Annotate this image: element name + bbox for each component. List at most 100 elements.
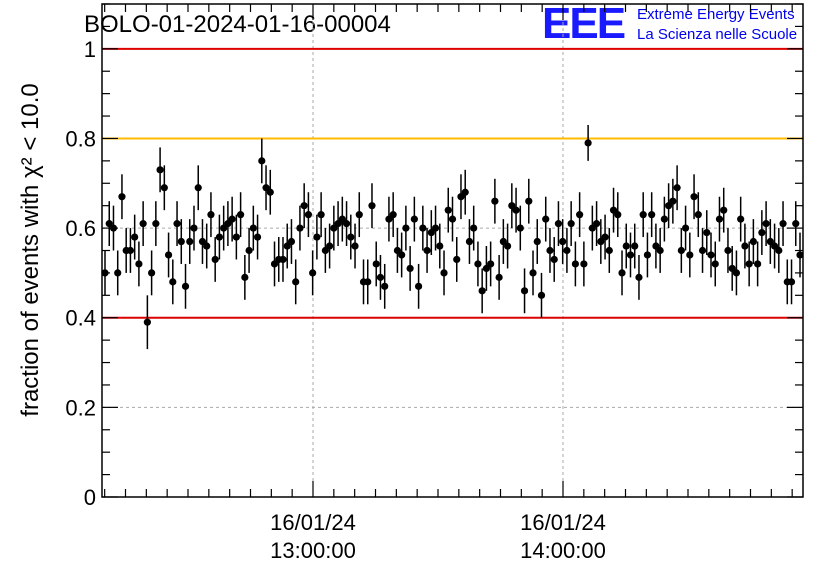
data-point [237, 211, 245, 219]
data-point [715, 215, 724, 223]
data-point [410, 215, 418, 223]
data-point [487, 260, 495, 268]
data-point [283, 242, 291, 250]
data-point [559, 237, 567, 246]
data-point [262, 184, 270, 192]
data-point [677, 246, 685, 255]
data-point [605, 246, 613, 255]
data-point [614, 211, 622, 219]
data-point [571, 260, 579, 268]
data-point [592, 220, 601, 228]
data-point [381, 282, 389, 290]
data-point [698, 246, 707, 255]
data-point [576, 211, 584, 219]
data-point [520, 287, 529, 295]
data-point [431, 224, 440, 232]
y-tick-label: 0.4 [65, 306, 96, 331]
data-point [770, 242, 779, 250]
data-point [326, 242, 334, 250]
data-point [491, 197, 499, 205]
data-point [461, 188, 469, 196]
data-point [762, 220, 770, 228]
x-ticks: 16/01/24 13:00:00 16/01/24 14:00:00 [270, 510, 606, 563]
data-point [258, 157, 266, 165]
data-point [503, 242, 512, 250]
data-point [194, 184, 202, 192]
logo-line-1: Extreme Energy Events [637, 6, 795, 23]
data-point [626, 251, 635, 259]
data-point [164, 251, 173, 259]
data-point [631, 242, 639, 250]
data-point [406, 264, 414, 273]
data-point [542, 215, 550, 223]
data-point [525, 197, 533, 205]
data-point [444, 206, 452, 214]
data-point [648, 211, 656, 219]
data-point [766, 237, 774, 246]
data-point [279, 255, 287, 264]
data-point [351, 242, 359, 250]
data-point [787, 278, 796, 286]
data-point [563, 246, 571, 255]
data-point [398, 251, 406, 259]
data-point [652, 242, 660, 250]
plot-frame [101, 3, 804, 498]
data-point [482, 264, 491, 273]
data-point [389, 211, 397, 219]
data-point [567, 220, 575, 228]
data-point [694, 211, 702, 219]
data-point [156, 166, 164, 174]
data-point [686, 251, 694, 259]
data-point [253, 233, 262, 241]
x-tick-date-label: 16/01/24 [270, 510, 356, 535]
data-point [376, 273, 385, 281]
data-point [317, 211, 325, 219]
data-point [232, 233, 240, 241]
data-point [453, 255, 461, 264]
data-point [732, 269, 741, 277]
y-ticks: 0 0.2 0.4 0.6 0.8 1 [65, 37, 96, 510]
data-point [364, 278, 372, 286]
data-point [245, 246, 253, 255]
data-point [529, 269, 537, 277]
data-point [423, 246, 431, 255]
data-point [665, 202, 673, 210]
data-point [775, 246, 783, 255]
data-point [703, 228, 711, 237]
data-point [457, 193, 465, 201]
data-point [207, 211, 215, 219]
data-point [711, 260, 719, 268]
data-point [211, 255, 219, 264]
x-tick-time-label: 13:00:00 [270, 538, 356, 563]
y-tick-label: 0.8 [65, 126, 96, 151]
data-point [465, 237, 474, 246]
logo-line-2: La Scienza nelle Scuole [637, 26, 797, 43]
data-point [304, 211, 313, 219]
data-point [321, 246, 329, 255]
data-point [681, 224, 690, 232]
data-point [478, 287, 486, 295]
y-tick-label: 0.2 [65, 395, 96, 420]
data-point [355, 211, 363, 219]
data-point [448, 215, 457, 223]
data-point [737, 215, 745, 223]
data-point [588, 224, 596, 232]
data-point [656, 246, 664, 255]
data-point [440, 269, 448, 277]
data-point [690, 193, 698, 201]
run-title: BOLO-01-2024-01-16-00004 [84, 11, 391, 38]
data-point [292, 278, 300, 286]
data-point [228, 215, 236, 223]
data-point [792, 220, 800, 228]
data-point [597, 237, 605, 246]
reference-lines [102, 47, 803, 319]
data-point [330, 224, 338, 232]
data-point [724, 246, 732, 255]
data-point [224, 220, 232, 228]
data-point [173, 220, 181, 228]
data-point [635, 273, 643, 281]
y-tick-label: 1 [84, 37, 96, 62]
data-point [622, 242, 630, 250]
data-point [126, 246, 135, 255]
data-point [139, 220, 147, 228]
